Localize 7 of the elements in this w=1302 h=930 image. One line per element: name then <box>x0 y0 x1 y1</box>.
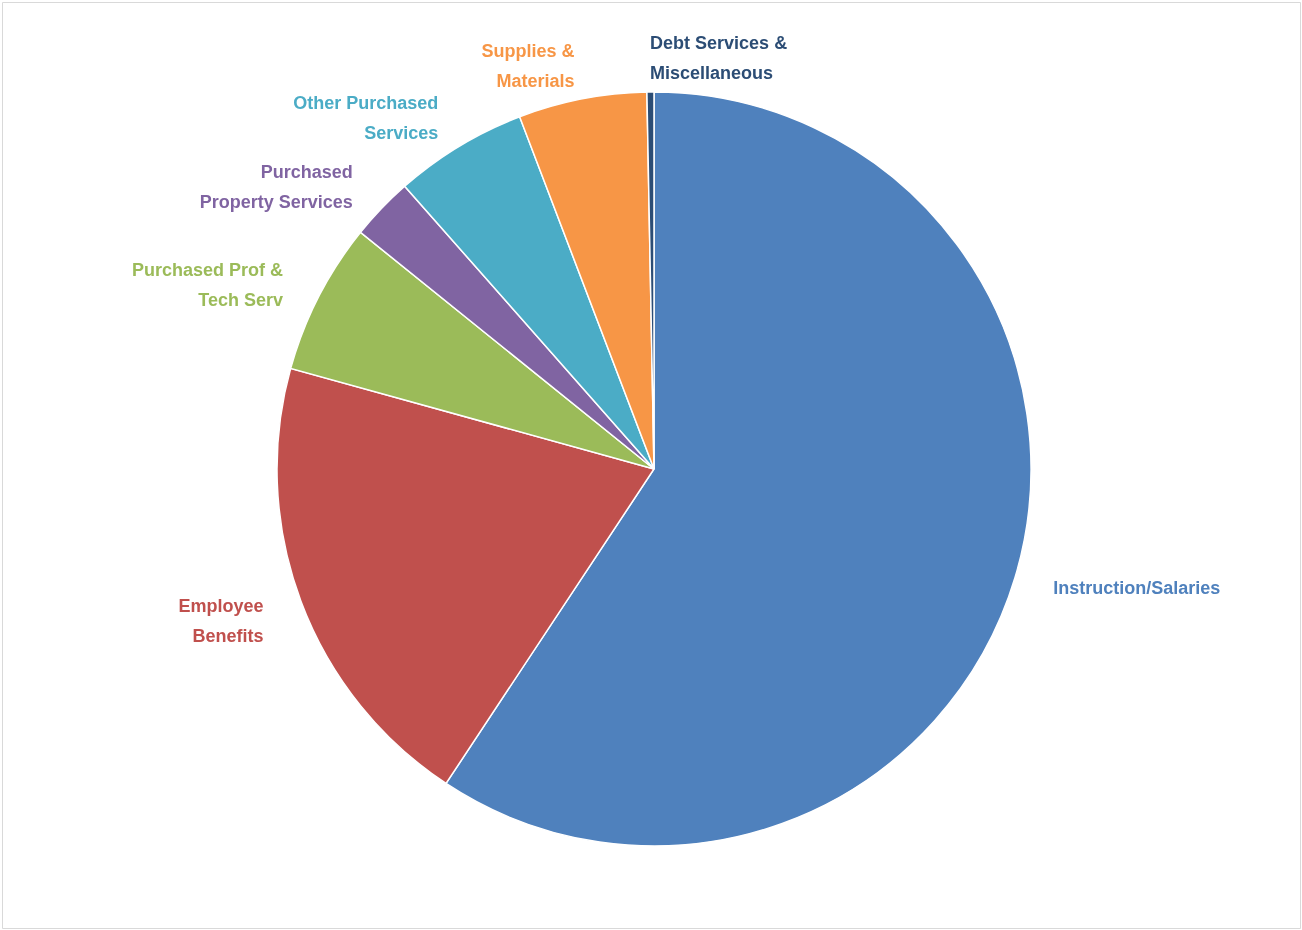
slice-label: Debt Services & Miscellaneous <box>650 33 788 84</box>
slice-label: Instruction/Salaries <box>1053 578 1221 599</box>
slice-label: Purchased Property Services <box>199 161 353 212</box>
slice-label: Other Purchased Services <box>293 93 439 144</box>
slice-label: Supplies & Materials <box>481 40 575 91</box>
slice-label: Purchased Prof & Tech Serv <box>132 259 284 310</box>
slice-label: Employee Benefits <box>178 596 264 647</box>
